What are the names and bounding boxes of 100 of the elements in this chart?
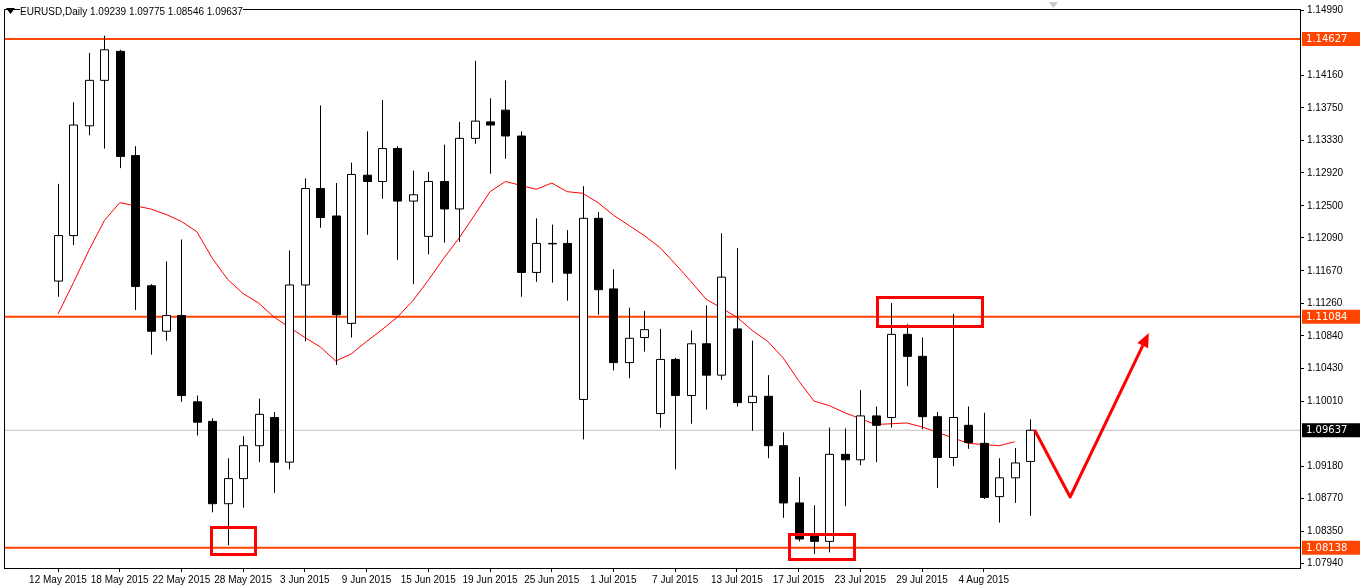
x-tick-label: 18 May 2015 bbox=[90, 573, 150, 585]
candlestick bbox=[656, 328, 665, 429]
candlestick bbox=[455, 121, 464, 243]
candlestick bbox=[409, 170, 418, 285]
candlestick bbox=[393, 145, 402, 261]
x-tick-label: 3 Jun 2015 bbox=[280, 573, 331, 585]
candlestick bbox=[702, 304, 711, 411]
y-tick-label: 1.09180 bbox=[1307, 459, 1344, 471]
candlestick bbox=[933, 411, 942, 489]
candlestick bbox=[733, 247, 742, 407]
candlestick bbox=[501, 79, 510, 160]
x-tick-label: 1 Jul 2015 bbox=[590, 573, 637, 585]
candlestick bbox=[424, 171, 433, 255]
y-tick-label: 1.11670 bbox=[1307, 264, 1343, 276]
candlestick bbox=[69, 101, 78, 246]
candlestick bbox=[363, 130, 372, 236]
candlestick bbox=[1026, 418, 1035, 517]
candlestick bbox=[980, 412, 989, 500]
candlestick bbox=[563, 229, 572, 302]
y-tick-label: 1.12920 bbox=[1307, 166, 1344, 178]
candlestick bbox=[1011, 447, 1020, 504]
candlestick bbox=[856, 389, 865, 466]
candlestick bbox=[193, 395, 202, 436]
ref-line-label: 1.08138 bbox=[1306, 541, 1348, 553]
candlestick bbox=[116, 49, 125, 169]
x-tick-label: 22 May 2015 bbox=[152, 573, 211, 585]
candlestick bbox=[532, 217, 541, 283]
candlestick bbox=[872, 405, 881, 463]
candlestick bbox=[949, 313, 958, 467]
candlestick bbox=[347, 162, 356, 338]
x-tick-label: 13 Jul 2015 bbox=[711, 573, 764, 585]
candlestick bbox=[594, 211, 603, 316]
x-tick-label: 29 Jul 2015 bbox=[896, 573, 949, 585]
y-tick-label: 1.07940 bbox=[1307, 557, 1344, 569]
y-tick-label: 1.12500 bbox=[1307, 199, 1344, 211]
candlestick bbox=[671, 357, 680, 470]
x-tick-label: 4 Aug 2015 bbox=[958, 573, 1010, 585]
candlestick bbox=[270, 411, 279, 494]
x-tick-label: 9 Jun 2015 bbox=[341, 573, 392, 585]
y-tick-label: 1.13750 bbox=[1307, 101, 1344, 113]
x-tick-label: 23 Jul 2015 bbox=[834, 573, 887, 585]
ref-line-label: 1.11084 bbox=[1306, 310, 1348, 322]
y-tick-label: 1.10010 bbox=[1307, 394, 1344, 406]
candlestick bbox=[810, 504, 819, 555]
candlestick bbox=[717, 232, 726, 381]
candlestick bbox=[609, 268, 618, 371]
candlestick bbox=[177, 239, 186, 403]
y-tick-label: 1.08770 bbox=[1307, 491, 1344, 503]
candlestick bbox=[316, 104, 325, 229]
candlestick bbox=[687, 329, 696, 425]
candlestick bbox=[795, 476, 804, 542]
y-tick-label: 1.10840 bbox=[1307, 329, 1344, 341]
candlestick bbox=[779, 431, 788, 519]
x-tick-label: 25 Jun 2015 bbox=[524, 573, 580, 585]
candlestick bbox=[208, 417, 217, 513]
candlestick bbox=[162, 260, 171, 342]
candlestick bbox=[964, 405, 973, 450]
y-tick-label: 1.12090 bbox=[1307, 231, 1344, 243]
candlestick bbox=[995, 457, 1004, 524]
candlestick bbox=[887, 302, 896, 429]
candlestick bbox=[764, 374, 773, 459]
x-tick-label: 7 Jul 2015 bbox=[652, 573, 699, 585]
candlestick bbox=[147, 283, 156, 356]
x-tick-label: 15 Jun 2015 bbox=[400, 573, 457, 585]
candlestick bbox=[224, 457, 233, 546]
y-tick-label: 1.14990 bbox=[1307, 4, 1344, 16]
y-tick-label: 1.11260 bbox=[1307, 296, 1343, 308]
chart-title: EURUSD,Daily 1.09239 1.09775 1.08546 1.09637 bbox=[20, 6, 243, 18]
y-tick-label: 1.10430 bbox=[1307, 361, 1344, 373]
candlestick bbox=[748, 340, 757, 432]
y-tick-label: 1.13330 bbox=[1307, 134, 1344, 146]
x-tick-label: 17 Jul 2015 bbox=[772, 573, 825, 585]
candlestick bbox=[54, 183, 63, 298]
candlestick bbox=[239, 435, 248, 509]
candlestick bbox=[825, 427, 834, 553]
candlestick bbox=[517, 130, 526, 298]
candlestick bbox=[903, 323, 912, 387]
candlestick bbox=[640, 310, 649, 353]
candlestick bbox=[471, 60, 480, 145]
candlestick bbox=[301, 177, 310, 342]
candlestick bbox=[255, 398, 264, 463]
candlestick bbox=[918, 337, 927, 430]
x-tick-label: 28 May 2015 bbox=[214, 573, 273, 585]
candlestick bbox=[548, 224, 557, 284]
candlestick bbox=[579, 185, 588, 440]
ref-line-label: 1.14627 bbox=[1306, 33, 1348, 45]
candlestick bbox=[285, 249, 294, 470]
x-tick-label: 12 May 2015 bbox=[29, 573, 88, 585]
candlestick bbox=[100, 35, 109, 150]
candlestick bbox=[625, 307, 634, 379]
candlestick bbox=[332, 182, 341, 366]
candlestick bbox=[440, 144, 449, 244]
candlestick bbox=[841, 427, 850, 507]
ref-line-label: 1.09637 bbox=[1306, 424, 1348, 436]
y-tick-label: 1.08350 bbox=[1307, 524, 1344, 536]
candlestick bbox=[378, 99, 387, 200]
x-tick-label: 19 Jun 2015 bbox=[462, 573, 518, 585]
candlestick bbox=[85, 52, 94, 136]
candlestick bbox=[486, 97, 495, 175]
y-tick-label: 1.14160 bbox=[1307, 69, 1344, 81]
